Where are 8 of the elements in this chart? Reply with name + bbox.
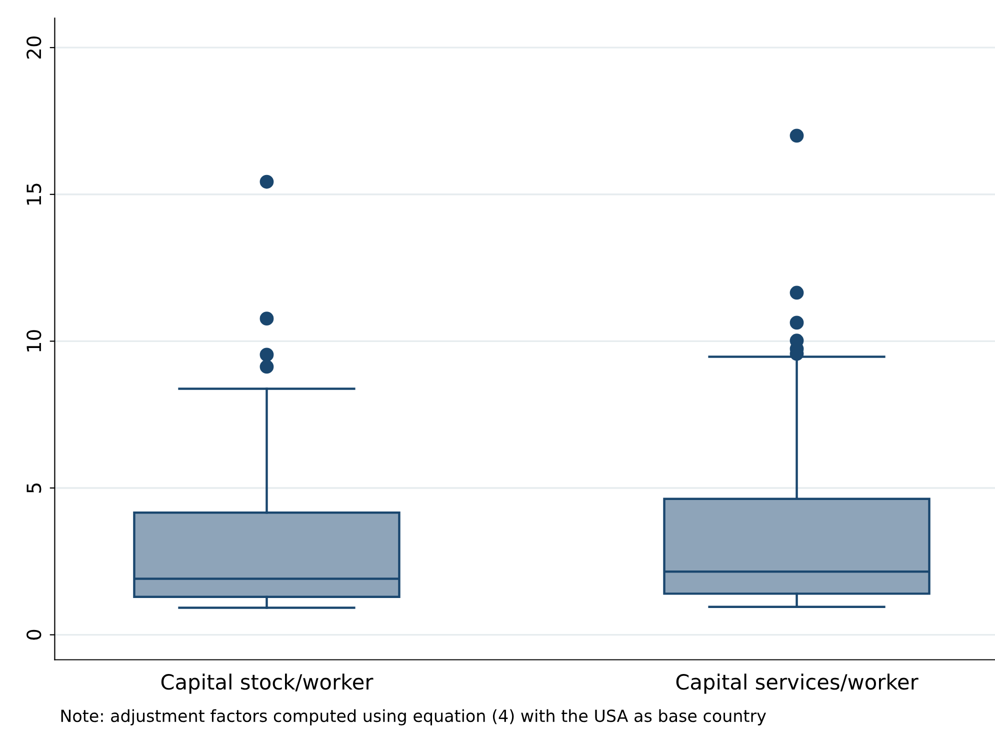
x-tick-label: Capital stock/worker [161, 674, 374, 694]
y-tick-label: 5 [26, 484, 42, 493]
x-tick-label: Capital services/worker [676, 674, 918, 694]
y-tick-label: 0 [26, 630, 42, 640]
y-tick-label: 10 [26, 330, 42, 352]
y-tick-label: 15 [26, 184, 42, 205]
text: Note: adjustment factors computed using equation (4) with the USA as base country [61, 709, 766, 726]
y-tick-label: 20 [26, 36, 42, 59]
